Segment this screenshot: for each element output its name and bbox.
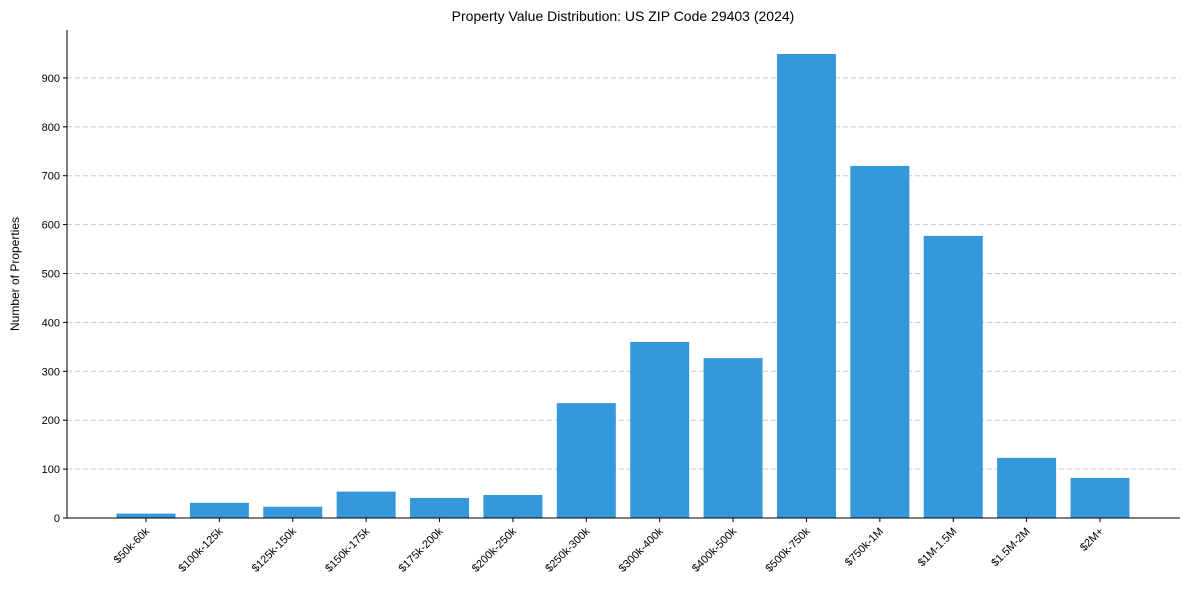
y-tick-label: 900 [42,73,60,85]
y-tick-label: 0 [54,513,60,525]
x-tick-label: $150k-175k [323,525,372,574]
x-tick-label: $175k-200k [397,525,446,574]
y-tick-label: 800 [42,122,60,134]
bar [923,235,983,518]
bar [1070,477,1130,518]
bar [483,495,543,518]
y-tick-label: 700 [42,171,60,183]
y-tick-label: 100 [42,464,60,476]
bar [336,491,396,518]
y-tick-label: 400 [42,317,60,329]
x-tick-label: $250k-300k [543,525,592,574]
x-tick-label: $125k-150k [250,525,299,574]
x-tick-label: $300k-400k [617,525,666,574]
bar [850,165,910,519]
bar [189,502,249,518]
y-tick-label: 200 [42,415,60,427]
bar [703,358,763,518]
bar [410,497,470,518]
chart-title: Property Value Distribution: US ZIP Code… [452,8,795,24]
y-tick-label: 600 [42,220,60,232]
x-tick-label: $1.5M-2M [989,526,1033,570]
bar [776,53,836,518]
bar [556,403,616,518]
x-tick-label: $750k-1M [843,526,886,569]
x-tick-label: $500k-750k [763,525,812,574]
x-tick-label: $50k-60k [112,525,153,566]
x-tick-label: $100k-125k [176,525,225,574]
y-tick-label: 500 [42,269,60,281]
bar [116,513,176,518]
x-tick-label: $1M-1.5M [916,526,960,570]
bar [263,506,323,518]
bar [997,457,1057,518]
y-axis-label: Number of Properties [8,217,22,331]
y-tick-label: 300 [42,366,60,378]
x-tick-label: $200k-250k [470,525,519,574]
x-tick-label: $2M+ [1078,526,1106,554]
x-tick-label: $400k-500k [690,525,739,574]
bar [630,341,690,518]
